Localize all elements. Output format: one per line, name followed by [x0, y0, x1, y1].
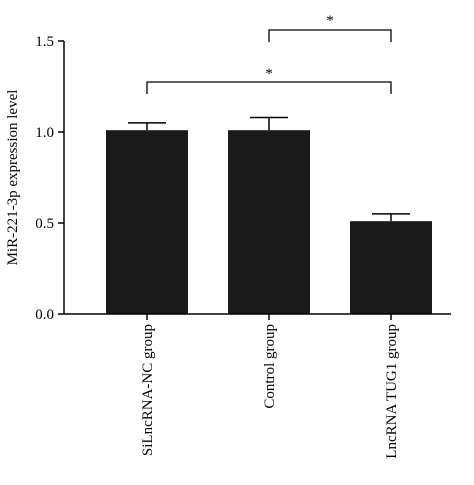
y-tick-label: 1.0 [35, 125, 54, 141]
bars-layer [106, 130, 432, 314]
x-tick-label: LncRNA TUG1 group [384, 324, 400, 459]
bar [350, 221, 432, 314]
significance-bracket [268, 29, 392, 42]
error-bars-layer [128, 116, 410, 222]
significance-label: * [265, 66, 273, 82]
y-tick-label: 0.0 [35, 307, 54, 323]
bar [106, 130, 188, 314]
significance-layer: ** [146, 13, 392, 94]
x-tick-label: Control group [262, 324, 278, 409]
y-tick-label: 1.5 [35, 34, 54, 50]
x-ticks-layer: SiLncRNA-NC group Control group LncRNA TUG… [140, 314, 400, 459]
y-tick-label: 0.5 [35, 216, 54, 232]
y-ticks-layer: 0.0 0.5 1.0 1.5 [35, 34, 64, 323]
bar [228, 130, 310, 314]
significance-label: * [326, 13, 334, 29]
significance-bracket [146, 81, 392, 94]
y-axis-title: MiR-221-3p expression level [5, 90, 21, 266]
x-tick-label: SiLncRNA-NC group [140, 324, 156, 456]
